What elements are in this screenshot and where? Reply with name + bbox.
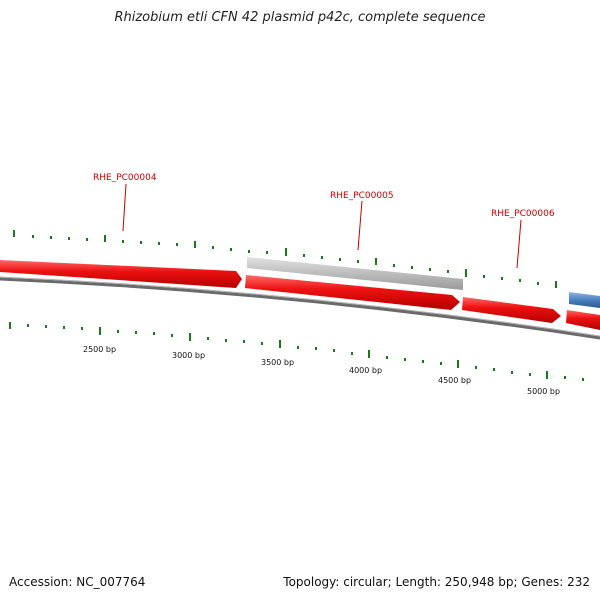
bp-label-3500: 3500 bp — [261, 358, 294, 367]
bp-label-5000: 5000 bp — [527, 387, 560, 396]
gene-forward-2[interactable] — [245, 275, 460, 310]
gene-label-rhe-pc00006[interactable]: RHE_PC00006 — [491, 209, 555, 219]
topology-summary: Topology: circular; Length: 250,948 bp; … — [283, 575, 590, 589]
gene-rhe-pc00004[interactable] — [0, 260, 242, 288]
leader-line-rhe-pc00004 — [122, 183, 127, 232]
lower-ticks — [9, 322, 584, 381]
leader-line-rhe-pc00005 — [357, 200, 363, 251]
gene-upper-blue[interactable] — [569, 292, 600, 308]
bp-label-3000: 3000 bp — [172, 351, 205, 360]
bp-label-2500: 2500 bp — [83, 345, 116, 354]
plasmid-backbone — [0, 277, 600, 340]
leader-line-rhe-pc00006 — [516, 219, 522, 269]
map-title: Rhizobium etli CFN 42 plasmid p42c, comp… — [114, 10, 486, 25]
gene-forward-4[interactable] — [566, 310, 600, 330]
gene-label-rhe-pc00005[interactable]: RHE_PC00005 — [330, 191, 394, 201]
gene-label-rhe-pc00004[interactable]: RHE_PC00004 — [93, 173, 157, 183]
bp-label-4000: 4000 bp — [349, 366, 382, 375]
gene-rhe-pc00006[interactable] — [462, 297, 561, 323]
upper-ticks — [13, 230, 557, 288]
gene-rhe-pc00005[interactable] — [247, 257, 463, 290]
accession-text: Accession: NC_007764 — [9, 575, 146, 589]
bp-label-4500: 4500 bp — [438, 376, 471, 385]
